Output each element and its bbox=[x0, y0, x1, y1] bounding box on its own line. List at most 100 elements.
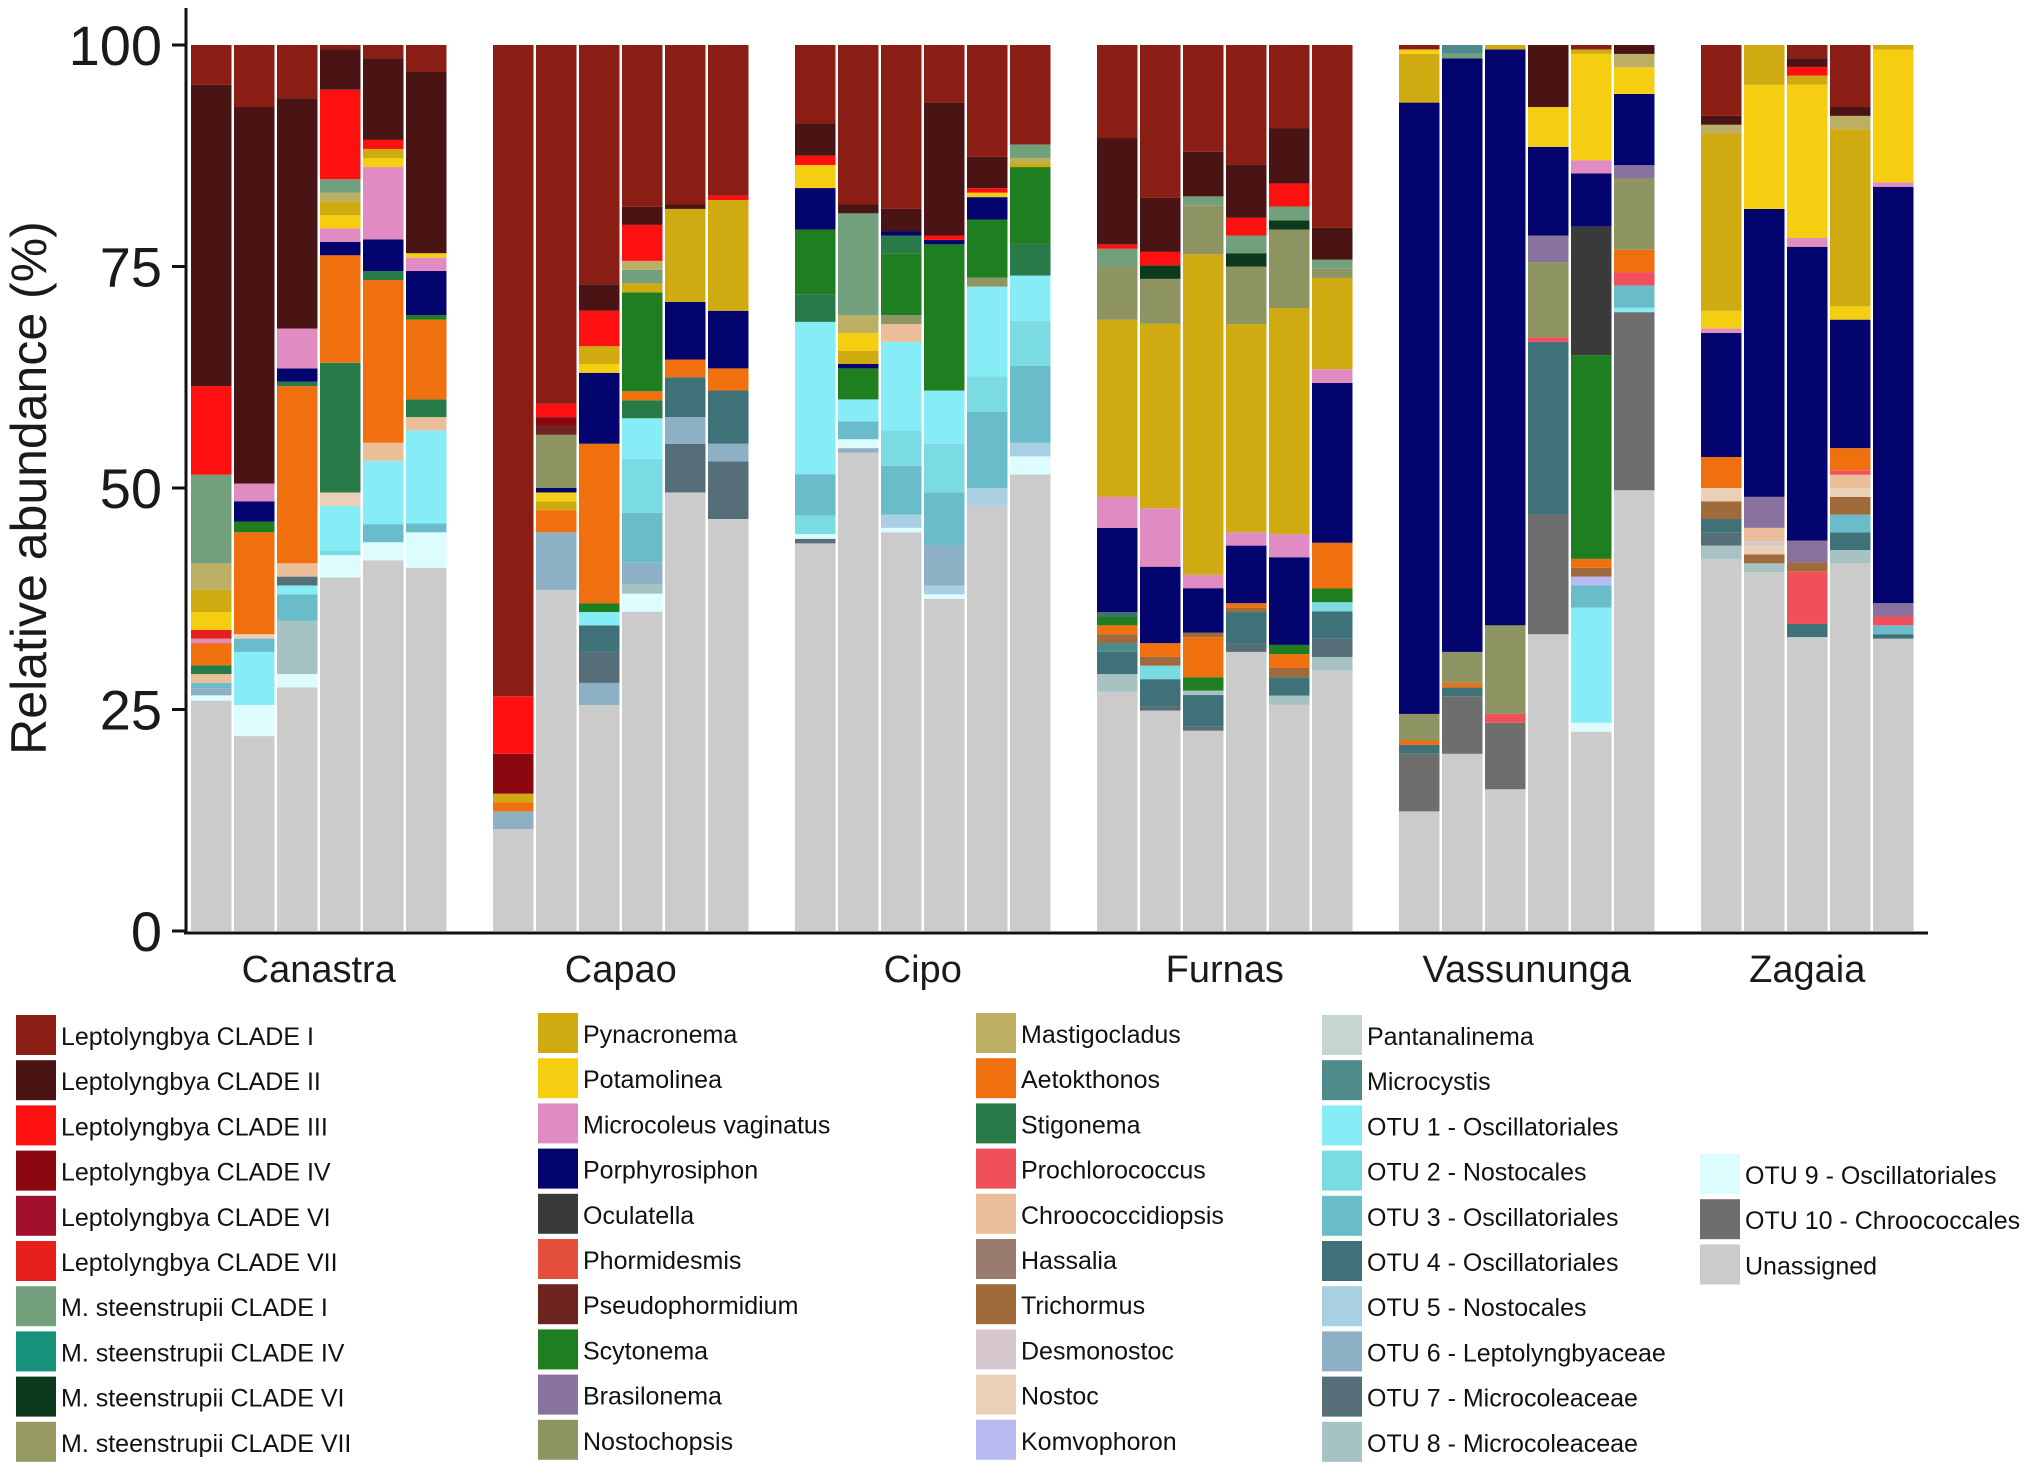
legend-swatch bbox=[1322, 1195, 1362, 1236]
bar-segment-prochlorococcus bbox=[1787, 571, 1828, 624]
bar-segment-oculatella bbox=[1571, 226, 1612, 356]
bar-segment-potamolinea bbox=[795, 164, 836, 189]
bar-segment-unassigned bbox=[1312, 670, 1353, 931]
bar-segment-otu-3-oscillatoriales bbox=[881, 465, 922, 515]
bar-segment-microcoleus-vaginatus bbox=[1097, 496, 1138, 528]
bar-segment-otu-5-nostocales bbox=[924, 585, 965, 595]
bar-segment-leptolyngbya-clade-iii bbox=[1097, 244, 1138, 249]
legend-label: OTU 4 - Oscillatoriales bbox=[1367, 1249, 1618, 1277]
legend-swatch bbox=[1322, 1060, 1362, 1101]
bar-cipo-3 bbox=[881, 45, 922, 931]
bar-segment-aetokthonos bbox=[1830, 448, 1871, 471]
bar-segment-potamolinea bbox=[967, 192, 1008, 198]
legend-item-oculatella: Oculatella bbox=[538, 1193, 694, 1234]
bar-segment-scytonema bbox=[1312, 588, 1353, 603]
bar-segment-trichormus bbox=[1787, 562, 1828, 572]
bar-cipo-1 bbox=[795, 45, 836, 931]
legend-item-stigonema: Stigonema bbox=[976, 1103, 1141, 1144]
bar-segment-porphyrosiphon bbox=[1830, 319, 1871, 449]
legend-item-otu-7-microcoleaceae: OTU 7 - Microcoleaceae bbox=[1322, 1376, 1638, 1417]
bar-segment-leptolyngbya-clade-ii bbox=[967, 156, 1008, 189]
bar-segment-mastigocladus bbox=[191, 563, 232, 590]
bar-segment-porphyrosiphon bbox=[967, 197, 1008, 220]
y-tick-label: 75 bbox=[100, 236, 162, 299]
bar-segment-otu-5-nostocales bbox=[881, 514, 922, 528]
legend-swatch bbox=[1700, 1244, 1740, 1285]
bar-segment-otu-8-microcoleaceae bbox=[1701, 545, 1742, 559]
legend-swatch bbox=[976, 1148, 1016, 1189]
bar-segment-otu-9-oscillatoriales bbox=[406, 532, 447, 568]
legend-item-chroococcidiopsis: Chroococcidiopsis bbox=[976, 1193, 1224, 1234]
bar-segment-otu-1-oscillatoriales bbox=[234, 651, 275, 706]
bar-segment-leptolyngbya-clade-i bbox=[1830, 45, 1871, 108]
bar-segment-unassigned bbox=[1873, 638, 1914, 931]
bar-segment-microcoleus-vaginatus bbox=[1701, 328, 1742, 333]
bar-segment-unassigned bbox=[1485, 789, 1526, 931]
bar-segment-pynacronema bbox=[838, 350, 879, 364]
legend-label: Leptolyngbya CLADE VI bbox=[61, 1204, 331, 1232]
legend-swatch bbox=[16, 1105, 56, 1146]
bar-segment-microcystis bbox=[1097, 643, 1138, 652]
bar-segment-trichormus bbox=[1701, 501, 1742, 520]
bar-segment-microcoleus-vaginatus bbox=[363, 167, 404, 240]
bar-segment-pynacronema bbox=[320, 201, 361, 216]
bar-segment-unassigned bbox=[708, 519, 749, 931]
bar-segment-leptolyngbya-clade-i bbox=[1571, 45, 1612, 50]
bar-segment-mastigocladus bbox=[1701, 124, 1742, 134]
bar-segment-otu-8-microcoleaceae bbox=[1744, 563, 1785, 573]
bar-segment-unassigned bbox=[320, 577, 361, 931]
bar-segment-otu-4-oscillatoriales bbox=[1442, 687, 1483, 697]
bar-segment-otu-6-leptolyngbyaceae bbox=[622, 562, 663, 585]
bar-segment-aetokthonos bbox=[1097, 625, 1138, 635]
bar-segment-potamolinea bbox=[1614, 67, 1655, 94]
bar-segment-otu-9-oscillatoriales bbox=[277, 674, 318, 688]
bar-segment-stigonema bbox=[795, 294, 836, 322]
bar-segment-otu-5-nostocales bbox=[967, 488, 1008, 506]
legend-item-m-steenstrupii-clade-vii: M. steenstrupii CLADE VII bbox=[16, 1421, 351, 1462]
bar-capao-3 bbox=[579, 45, 620, 931]
bar-segment-m-steenstrupii-clade-i bbox=[1183, 196, 1224, 206]
bar-segment-mastigocladus bbox=[1830, 115, 1871, 130]
bar-segment-porphyrosiphon bbox=[1701, 332, 1742, 457]
legend-item-prochlorococcus: Prochlorococcus bbox=[976, 1148, 1206, 1189]
bar-segment-pynacronema bbox=[1873, 45, 1914, 50]
bar-segment-m-steenstrupii-clade-i bbox=[320, 179, 361, 193]
bar-segment-unassigned bbox=[1571, 731, 1612, 931]
bar-segment-otu-4-oscillatoriales bbox=[579, 625, 620, 652]
legend-label: OTU 2 - Nostocales bbox=[1367, 1159, 1587, 1187]
bar-segment-porphyrosiphon bbox=[1787, 246, 1828, 541]
bar-segment-leptolyngbya-clade-i bbox=[1269, 45, 1310, 129]
bar-segment-otu-3-oscillatoriales bbox=[1873, 625, 1914, 635]
bar-segment-otu-10-chroococcales bbox=[1528, 514, 1569, 635]
bar-segment-otu-3-oscillatoriales bbox=[406, 523, 447, 533]
bar-segment-aetokthonos bbox=[191, 643, 232, 666]
bar-segment-nostochopsis bbox=[967, 277, 1008, 287]
legend-label: Microcoleus vaginatus bbox=[583, 1111, 830, 1139]
bar-segment-chroococcidiopsis bbox=[191, 674, 232, 683]
bar-segment-otu-7-microcoleaceae bbox=[277, 576, 318, 586]
bar-segment-otu-1-oscillatoriales bbox=[924, 390, 965, 444]
bar-segment-otu-3-oscillatoriales bbox=[622, 512, 663, 563]
bar-vassununga-5 bbox=[1571, 45, 1612, 931]
legend-item-pantanalinema: Pantanalinema bbox=[1322, 1015, 1534, 1055]
bar-segment-otu-6-leptolyngbyaceae bbox=[665, 417, 706, 444]
bar-segment-pynacronema bbox=[1183, 254, 1224, 575]
bar-segment-pynacronema bbox=[493, 793, 534, 803]
bar-segment-porphyrosiphon bbox=[881, 231, 922, 236]
bar-segment-leptolyngbya-clade-i bbox=[1097, 45, 1138, 139]
bar-segment-otu-4-oscillatoriales bbox=[708, 390, 749, 444]
bar-segment-scytonema bbox=[1097, 616, 1138, 626]
legend-label: M. steenstrupii CLADE VII bbox=[61, 1430, 351, 1458]
bar-segment-leptolyngbya-clade-i bbox=[234, 45, 275, 108]
bar-segment-leptolyngbya-clade-i bbox=[536, 45, 577, 404]
bar-segment-unassigned bbox=[363, 560, 404, 931]
bar-segment-aetokthonos bbox=[1571, 558, 1612, 568]
bar-segment-leptolyngbya-clade-i bbox=[363, 45, 404, 59]
legend-swatch bbox=[16, 1421, 56, 1462]
bar-furnas-1 bbox=[1097, 45, 1138, 931]
bar-segment-trichormus bbox=[1269, 667, 1310, 678]
legend-swatch bbox=[538, 1284, 578, 1325]
bar-segment-leptolyngbya-clade-iv bbox=[493, 753, 534, 794]
bar-segment-otu-2-nostocales bbox=[622, 458, 663, 513]
